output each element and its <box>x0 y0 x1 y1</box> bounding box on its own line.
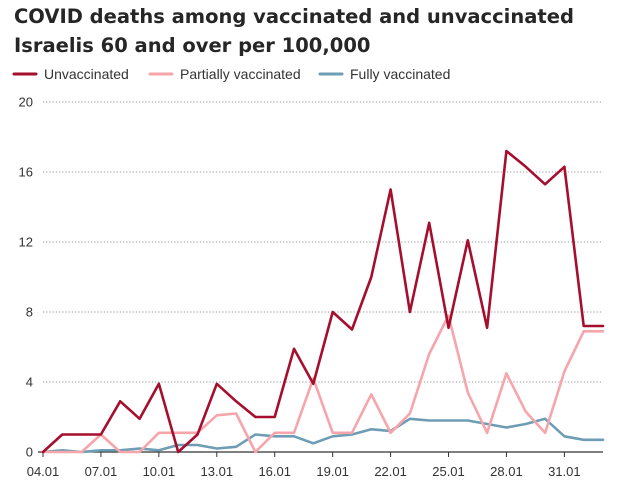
chart-title-line-2: Israelis 60 and over per 100,000 <box>14 34 370 57</box>
x-tick-label-9: 31.01 <box>548 464 581 479</box>
series-line-partially-vaccinated <box>41 314 605 454</box>
y-tick-label-4: 16 <box>19 165 33 180</box>
legend: Unvaccinated Partially vaccinated Fully va… <box>12 66 450 82</box>
y-tick-label-3: 12 <box>19 235 33 250</box>
x-tick-label-0: 04.01 <box>27 464 60 479</box>
legend-label-0: Unvaccinated <box>44 66 129 82</box>
series-line-unvaccinated <box>41 149 605 454</box>
legend-label-2: Fully vaccinated <box>350 66 450 82</box>
y-tick-label-2: 8 <box>26 305 33 320</box>
y-tick-label-0: 0 <box>26 445 33 460</box>
x-tick-label-7: 25.01 <box>432 464 465 479</box>
x-tick-label-1: 07.01 <box>85 464 118 479</box>
x-tick-label-3: 13.01 <box>201 464 234 479</box>
x-tick-label-4: 16.01 <box>258 464 291 479</box>
x-tick-label-6: 22.01 <box>374 464 407 479</box>
y-axis-ticks: 0 4 8 12 16 20 <box>19 95 33 460</box>
x-tick-label-8: 28.01 <box>490 464 523 479</box>
y-tick-label-1: 4 <box>26 375 33 390</box>
x-axis-ticks: 04.01 07.01 10.01 13.01 16.01 19.01 22.01 25.01… <box>27 452 581 479</box>
chart-title-line-1: COVID deaths among vaccinated and unvacc… <box>14 5 574 28</box>
x-tick-label-2: 10.01 <box>143 464 176 479</box>
legend-label-1: Partially vaccinated <box>180 66 301 82</box>
series-line-fully-vaccinated <box>41 417 605 454</box>
series-lines <box>41 149 605 454</box>
y-tick-label-5: 20 <box>19 95 33 110</box>
x-tick-label-5: 19.01 <box>316 464 349 479</box>
